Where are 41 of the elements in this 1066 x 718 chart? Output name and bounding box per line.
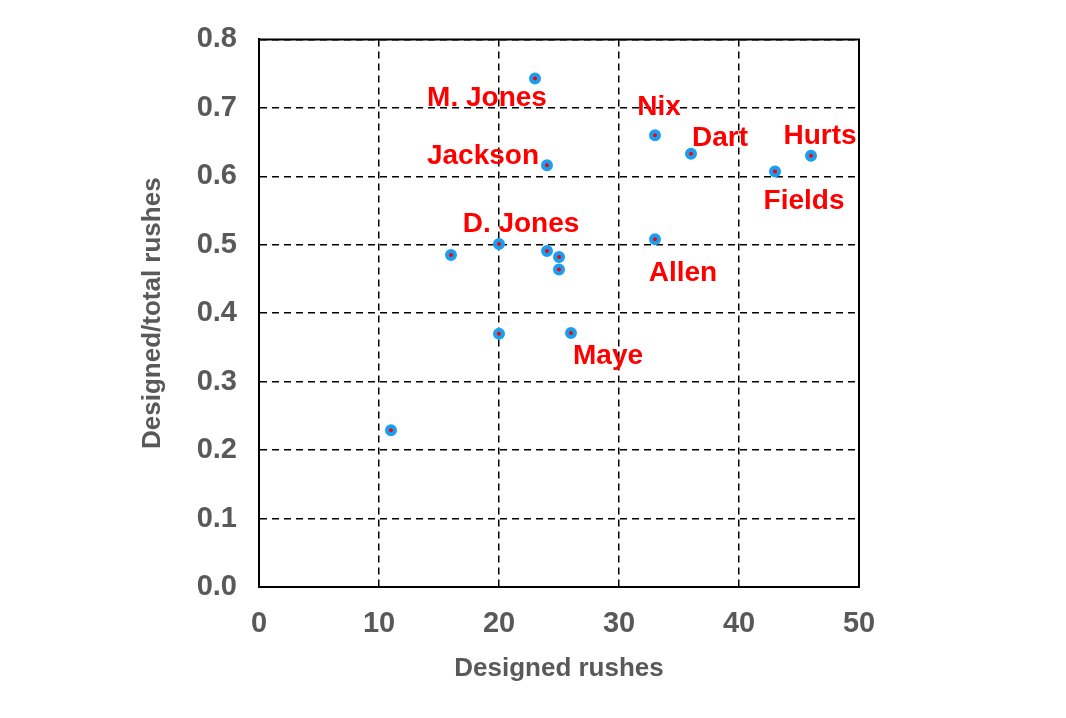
point <box>805 149 817 162</box>
y-tick-label: 0.1 <box>196 500 237 533</box>
y-tick-label: 0.5 <box>196 226 237 259</box>
point <box>541 159 553 172</box>
annotation: M. Jones <box>427 81 547 113</box>
y-tick-label: 0.3 <box>196 363 237 396</box>
point <box>565 327 577 340</box>
point <box>529 72 541 85</box>
y-tick-label: 0.7 <box>196 89 237 122</box>
annotation: Jackson <box>426 139 540 171</box>
point <box>445 249 457 262</box>
annotation: Nix <box>637 89 682 121</box>
point <box>649 129 661 142</box>
annotation: Hurts <box>783 119 857 151</box>
y-tick-label: 0.8 <box>196 21 237 54</box>
annotation: Allen <box>648 255 718 287</box>
point <box>541 244 553 257</box>
point <box>553 251 565 264</box>
point <box>649 233 661 246</box>
point <box>493 327 505 340</box>
annotation: Dart <box>691 121 749 153</box>
x-tick-label: 20 <box>482 606 516 639</box>
x-tick-label: 10 <box>362 606 396 639</box>
y-tick-label: 0.4 <box>196 295 237 328</box>
y-tick-label: 0.0 <box>196 569 237 601</box>
y-tick-label: 0.2 <box>196 432 237 465</box>
point <box>685 147 697 160</box>
point <box>769 165 781 178</box>
x-tick-label: 50 <box>842 606 876 639</box>
annotation: Fields <box>763 184 845 216</box>
x-tick-label: 30 <box>602 606 636 639</box>
x-axis-title: Designed rushes <box>454 651 664 682</box>
y-tick-label: 0.6 <box>196 158 237 191</box>
point <box>553 263 565 276</box>
point <box>385 424 397 437</box>
annotation: D. Jones <box>462 206 580 238</box>
x-tick-label: 40 <box>722 606 756 639</box>
y-axis-title: Designed/total rushes <box>135 177 166 450</box>
point <box>493 238 505 251</box>
x-tick-label: 0 <box>250 606 268 639</box>
annotation: Maye <box>572 338 644 370</box>
